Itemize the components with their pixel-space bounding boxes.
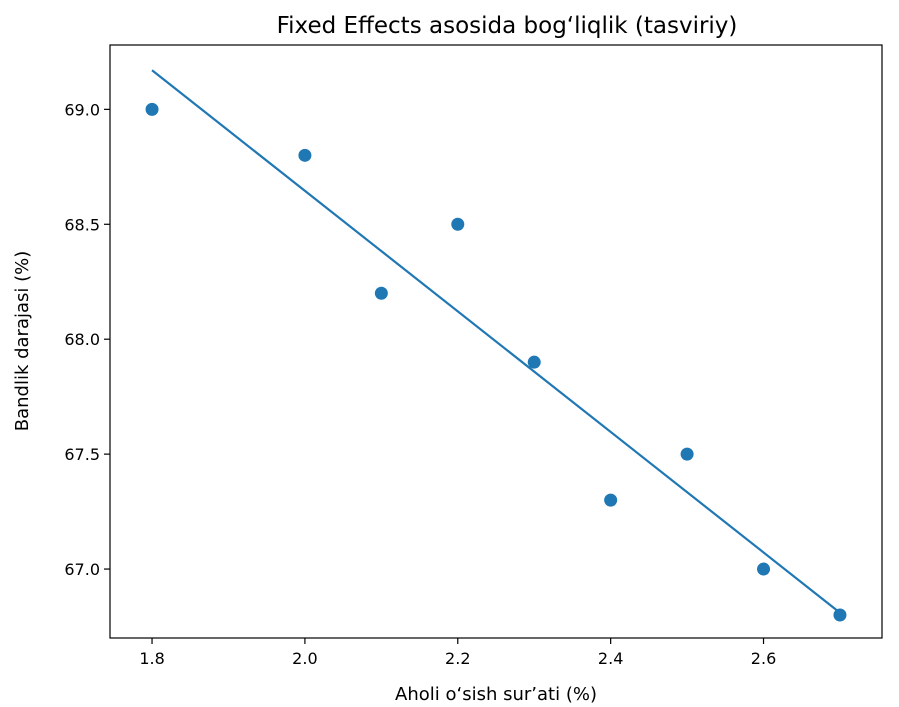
y-tick-label: 69.0 (64, 100, 100, 119)
x-tick-label: 2.6 (751, 649, 776, 668)
data-point (527, 355, 541, 369)
x-tick-label: 2.4 (598, 649, 623, 668)
plot-area (109, 44, 883, 639)
data-point (604, 493, 618, 507)
x-tick-label: 2.0 (292, 649, 317, 668)
data-point (833, 608, 847, 622)
fit-line (151, 69, 841, 614)
data-point (451, 217, 465, 231)
chart-title: Fixed Effects asosida bog‘liqlik (tasvir… (277, 13, 738, 39)
fit-lines (151, 69, 841, 614)
x-tick-label: 2.2 (445, 649, 470, 668)
x-tick-label: 1.8 (139, 649, 164, 668)
y-axis: 67.0 67.5 68.0 68.5 69.0 (64, 100, 110, 579)
data-point (680, 447, 694, 461)
y-tick-label: 67.5 (64, 445, 100, 464)
y-tick-label: 67.0 (64, 560, 100, 579)
data-point (757, 562, 771, 576)
y-tick-label: 68.5 (64, 215, 100, 234)
data-point (145, 102, 159, 116)
data-point (374, 286, 388, 300)
data-point (298, 148, 312, 162)
y-tick-label: 68.0 (64, 330, 100, 349)
y-axis-label: Bandlik darajasi (%) (12, 251, 33, 432)
data-points (145, 102, 847, 622)
x-axis: 1.8 2.0 2.2 2.4 2.6 (139, 638, 776, 668)
x-axis-label: Aholi o‘sish sur’ati (%) (395, 684, 597, 705)
